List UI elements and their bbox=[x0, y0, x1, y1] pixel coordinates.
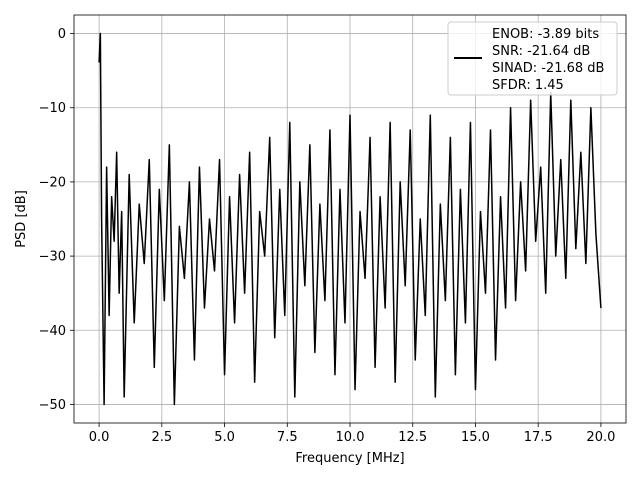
x-tick-label: 20.0 bbox=[586, 430, 615, 445]
x-tick-label: 12.5 bbox=[398, 430, 427, 445]
x-tick-label: 10.0 bbox=[336, 430, 365, 445]
legend-sfdr: SFDR: 1.45 bbox=[492, 78, 564, 93]
y-axis: 0 −10 −20 −30 −40 −50 bbox=[39, 27, 74, 413]
y-tick-label: −50 bbox=[39, 398, 66, 413]
x-axis-label: Frequency [MHz] bbox=[295, 451, 404, 466]
legend-box bbox=[447, 21, 618, 96]
x-axis: 0.0 2.5 5.0 7.5 10.0 12.5 15.0 17.5 20.0 bbox=[89, 423, 615, 445]
psd-series-line bbox=[98, 32, 602, 406]
y-tick-label: −20 bbox=[39, 175, 66, 190]
y-tick-label: −40 bbox=[39, 324, 66, 339]
x-tick-label: 7.5 bbox=[277, 430, 298, 445]
legend-enob: ENOB: -3.89 bits bbox=[492, 27, 599, 42]
y-tick-label: 0 bbox=[58, 27, 66, 42]
legend-sinad: SINAD: -21.68 dB bbox=[492, 61, 604, 76]
x-tick-label: 17.5 bbox=[524, 430, 553, 445]
series-layer bbox=[98, 32, 602, 406]
legend-snr: SNR: -21.64 dB bbox=[492, 44, 590, 59]
x-tick-label: 2.5 bbox=[151, 430, 172, 445]
y-axis-label: PSD [dB] bbox=[14, 190, 29, 248]
y-tick-label: −30 bbox=[39, 250, 66, 265]
x-tick-label: 0.0 bbox=[89, 430, 110, 445]
y-tick-label: −10 bbox=[39, 101, 66, 116]
x-tick-label: 15.0 bbox=[461, 430, 490, 445]
legend: ENOB: -3.89 bits SNR: -21.64 dB SINAD: -… bbox=[447, 21, 618, 96]
x-tick-label: 5.0 bbox=[214, 430, 235, 445]
